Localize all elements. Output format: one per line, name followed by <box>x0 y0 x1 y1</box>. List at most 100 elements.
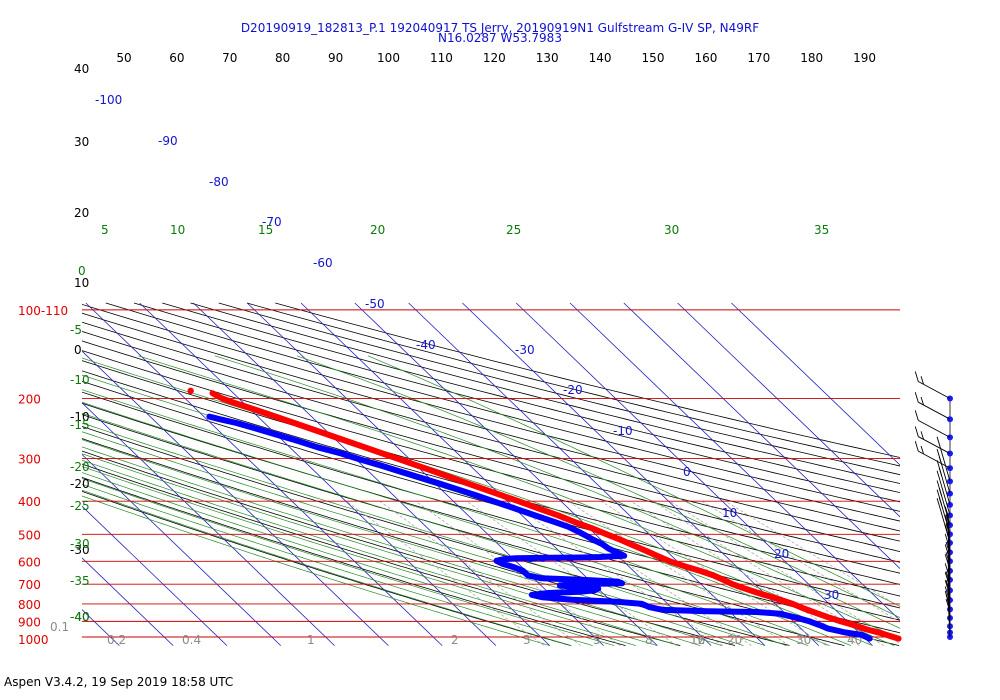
isotherm-label: 10 <box>722 506 737 520</box>
grid-lines <box>0 302 900 646</box>
dry-adiabat-line <box>82 350 900 574</box>
wind-barb-feather <box>920 445 924 455</box>
dry-adiabat-line <box>82 321 900 542</box>
moist-adiabat-line <box>214 355 900 629</box>
isotherm-label: -10 <box>613 424 633 438</box>
isotherm-label: -90 <box>158 134 178 148</box>
isotherm-label: 20 <box>774 547 789 561</box>
isotherm-line <box>0 303 66 646</box>
dry-adiabat-label: 10 <box>170 223 185 237</box>
dry-adiabat-line <box>275 302 900 458</box>
moist-adiabat-line <box>138 355 900 639</box>
left-temp-label: 10 <box>74 276 89 290</box>
wind-barb-shaft <box>939 446 951 482</box>
wind-barb-feather <box>938 497 943 506</box>
isotherm-line <box>82 609 120 646</box>
top-axis-label: 120 <box>483 51 506 65</box>
top-axis-label: 90 <box>328 51 343 65</box>
top-axis-label: 100 <box>377 51 400 65</box>
wind-barb-feather <box>920 376 924 385</box>
moist-adiabat-label: -5 <box>70 323 82 337</box>
mixing-ratio-line <box>568 500 790 646</box>
wind-barb-feather <box>945 523 949 532</box>
moist-adiabat-line <box>82 466 658 646</box>
isotherm-line <box>246 302 604 646</box>
dewpoint-profile-line <box>206 413 873 642</box>
isotherm-label: -100 <box>95 93 122 107</box>
isotherm-line <box>193 302 551 646</box>
pressure-label: 900 <box>18 615 41 629</box>
pressure-label: 1000 <box>18 633 49 647</box>
isotherm-line <box>85 302 443 646</box>
wind-barb-feather <box>945 598 949 608</box>
isotherm-label: -60 <box>313 256 333 270</box>
moist-adiabat-line <box>82 401 830 646</box>
moist-adiabat-line <box>82 431 766 646</box>
isotherm-line <box>677 302 900 518</box>
mixing-ratio-line <box>466 500 677 646</box>
wind-barb-shaft <box>918 419 951 438</box>
isotherm-line <box>82 557 174 646</box>
mixing-ratio-line <box>379 500 582 646</box>
wind-barb-feather <box>920 396 924 406</box>
wind-barb-feather <box>945 552 949 561</box>
moist-adiabat-label: -35 <box>70 574 90 588</box>
dry-adiabat-line <box>82 370 900 597</box>
wind-barb-feather <box>944 506 949 517</box>
dry-adiabat-line <box>105 302 900 512</box>
moist-adiabat-line <box>82 412 809 646</box>
isotherm-label: -20 <box>563 383 583 397</box>
dry-adiabat-label: 35 <box>814 223 829 237</box>
mixing-ratio-line <box>701 500 900 623</box>
mixing-ratio-label: 0.2 <box>107 633 126 647</box>
dry-adiabat-line <box>82 391 900 621</box>
isotherm-label: -80 <box>209 175 229 189</box>
dry-adiabat-line <box>82 438 790 646</box>
wind-barb-feather <box>944 544 949 555</box>
moist-adiabat-line <box>82 439 744 646</box>
left-temp-label: 30 <box>74 135 89 149</box>
isotherm-line <box>354 302 712 646</box>
left-temp-label: -30 <box>70 543 90 557</box>
profile-data-point <box>539 555 546 562</box>
isotherm-line <box>82 505 228 646</box>
wind-barb-feather <box>945 571 949 580</box>
dry-adiabat-label: 5 <box>101 223 109 237</box>
mixing-ratio-label: 5 <box>593 633 601 647</box>
wind-barb-feather <box>944 586 949 597</box>
isotherm-label: -30 <box>515 343 535 357</box>
dry-adiabat-line <box>82 331 900 552</box>
temperature-profile-line <box>209 390 902 642</box>
wind-barb-feather <box>936 436 941 447</box>
mixing-ratio-label: 12 <box>690 633 705 647</box>
pressure-label: 300 <box>18 453 41 467</box>
dry-adiabat-line <box>82 360 900 585</box>
wind-barb-feather <box>936 498 941 509</box>
wind-barb-feather <box>945 514 949 523</box>
moist-adiabat-line <box>82 422 787 646</box>
isotherm-label: 30 <box>824 588 839 602</box>
pressure-label: 800 <box>18 598 41 612</box>
moist-adiabat-label: -30 <box>70 537 90 551</box>
pressure-label: 600 <box>18 555 41 569</box>
left-temp-label: 20 <box>74 206 89 220</box>
wind-barb-feather <box>944 590 949 602</box>
dry-adiabat-label: 30 <box>664 223 679 237</box>
wind-barb-feather <box>944 533 949 545</box>
wind-barb-feather <box>936 470 941 481</box>
chart-title: D20190919_182813_P.1 192040917 TS Jerry,… <box>241 21 759 35</box>
wind-barb-feather <box>944 515 949 526</box>
isotherm-line <box>82 402 335 646</box>
moist-adiabat-line <box>82 478 615 646</box>
profile-data-point <box>568 554 575 562</box>
isotherm-line <box>82 350 389 646</box>
left-temp-label: -40 <box>70 610 90 624</box>
dry-adiabat-line <box>246 302 900 467</box>
top-axis-label: 80 <box>275 51 290 65</box>
dry-adiabat-line <box>162 302 900 494</box>
isotherm-label: -40 <box>416 338 436 352</box>
moist-adiabat-line <box>82 483 593 646</box>
isotherm-line <box>82 453 282 646</box>
wind-barb-feather <box>914 441 919 452</box>
pressure-label: 400 <box>18 495 41 509</box>
